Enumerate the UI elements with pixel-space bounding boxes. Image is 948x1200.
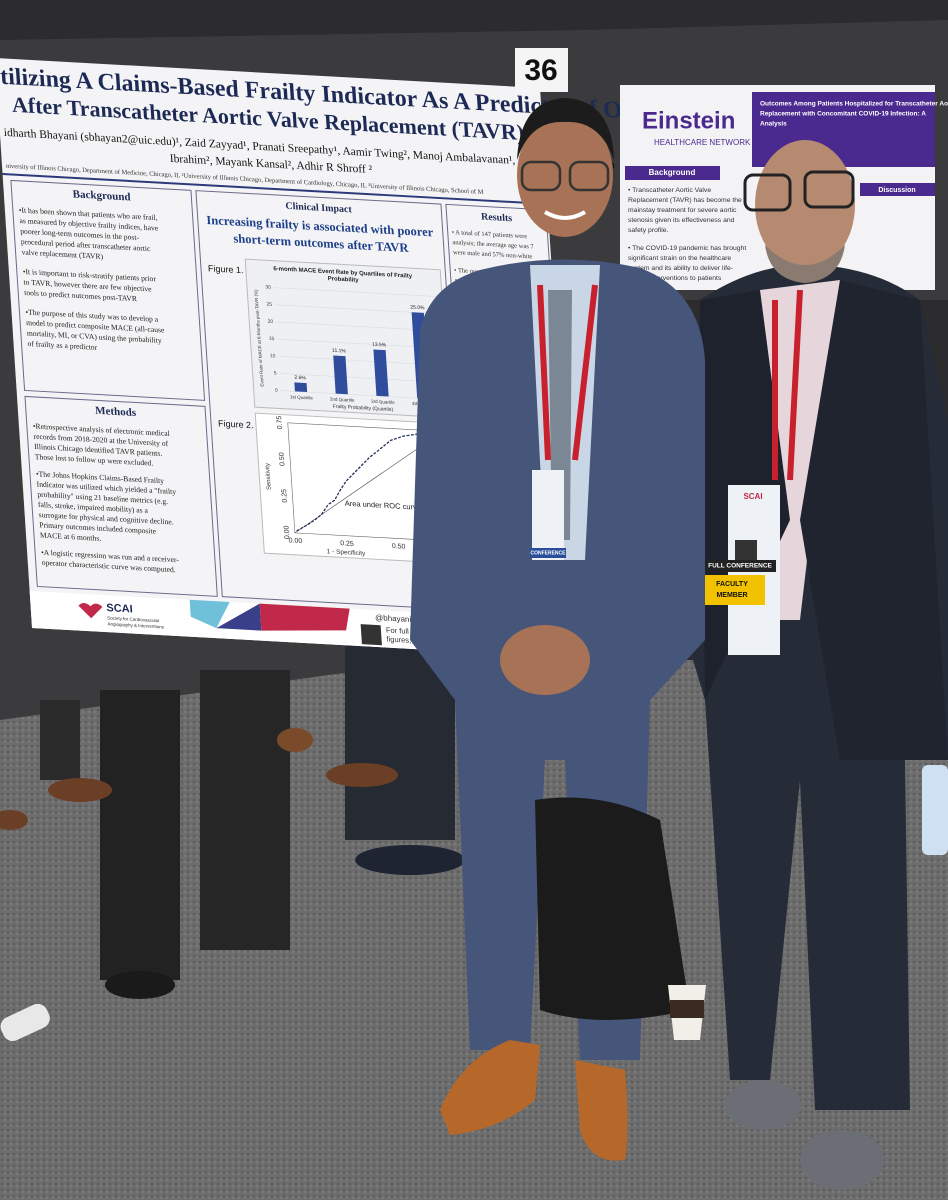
text-line: FACULTY [716, 581, 748, 588]
bullet-line: mainstay treatment for severe aortic [628, 207, 737, 214]
bullet-line: system and its ability to deliver life- [628, 265, 733, 272]
x-tick-label: 0.50 [392, 543, 406, 551]
grid-line [277, 338, 441, 349]
text-line: Outcomes Among Patients Hospitalized for… [760, 101, 948, 108]
y-tick-label: 30 [265, 284, 271, 290]
grid-line [276, 321, 440, 332]
background-people [0, 640, 465, 999]
bullet-line: safety profile. [628, 227, 669, 234]
decor [189, 599, 230, 629]
bar [373, 349, 389, 397]
text-line: Replacement with Concomitant COVID-19 In… [760, 111, 926, 118]
y-tick-label: 0.75 [276, 416, 284, 430]
x-tick-label: 2nd Quartile [330, 396, 355, 402]
value-label: 11.1% [332, 348, 347, 355]
bullet-line: • A total of 147 patients were [452, 229, 528, 240]
cup-sleeve [670, 1000, 704, 1018]
board-number: 36 [524, 54, 557, 87]
value-label: 25.0% [410, 305, 425, 312]
figure-label: Figure 2. [218, 418, 254, 430]
text-line: Analysis [760, 121, 787, 128]
bullet-line: of frailty as a predictor [27, 339, 98, 352]
section-heading: Background [72, 188, 131, 203]
x-tick-label: 3rd Quartile [371, 399, 395, 405]
x-axis-label: 1 - Specificity [326, 548, 366, 557]
badge-role: FACULTY MEMBER [716, 581, 748, 599]
object [0, 1003, 50, 1042]
y-axis-label: Sensitivity [265, 463, 273, 490]
bullet-line: stenosis given its effectiveness and [628, 217, 735, 224]
badge-type: CONFERENCE [530, 550, 566, 556]
bullet-line: saving interventions to patients [628, 275, 722, 282]
text-line: MEMBER [716, 592, 747, 599]
bullet-line: Replacement (TAVR) has become the [628, 197, 742, 204]
y-tick-label: 25 [266, 302, 272, 308]
bar [294, 382, 308, 393]
x-tick-label: 0.00 [288, 537, 302, 545]
methods-box [24, 395, 218, 597]
value-label: 13.5% [372, 342, 387, 349]
value-label: 2.6% [294, 375, 306, 382]
section-heading: Methods [95, 405, 137, 419]
bullet-line: significant strain on the healthcare [628, 255, 731, 262]
person-right: SCAI FULL CONFERENCE FACULTY MEMBER [690, 140, 948, 1190]
y-tick-label: 0.25 [281, 489, 289, 503]
decor [216, 603, 262, 631]
y-tick-label: 20 [267, 319, 273, 325]
bar [333, 355, 348, 395]
figure-label: Figure 1. [208, 263, 244, 275]
bullet-line: • Transcatheter Aortic Valve [628, 187, 711, 194]
bullets: •It has been shown that patients who are… [19, 206, 166, 352]
decor [259, 603, 350, 631]
section-heading: Background [649, 168, 696, 177]
y-tick-label: 10 [270, 353, 276, 359]
badge-org: SCAI [743, 492, 762, 501]
grid-line [278, 355, 442, 366]
text-line: Angiography & Interventions [107, 621, 165, 629]
grid-line [279, 373, 443, 383]
backpack [535, 797, 690, 1020]
background-box [10, 179, 206, 401]
section-heading: Clinical Impact [285, 201, 353, 216]
logo-icon [78, 602, 103, 619]
bullets: • Transcatheter Aortic Valve Replacement … [628, 187, 746, 282]
water-bottle [922, 765, 948, 855]
y-axis-label: Event Rate of MACE at 6-Months post-TAVR… [253, 289, 264, 387]
text-line: Society for Cardiovascular [107, 615, 160, 623]
qr-code [360, 624, 382, 646]
divider [2, 173, 548, 205]
grid-line [275, 304, 439, 314]
annotation: Area under ROC curve [344, 499, 421, 512]
board-number-plate [515, 48, 568, 92]
bullet-line: MACE at 6 months. [40, 531, 102, 543]
x-axis-label: Frailty Probability (Quartile) [333, 404, 394, 413]
x-tick-label: 1st Quartile [290, 394, 314, 400]
logo-subtitle: HEALTHCARE NETWORK [654, 138, 751, 147]
bullet-line: analysis; the average age was 7 [452, 239, 534, 250]
grid-line [280, 390, 444, 400]
bullet-line: were male and 57% non-white [453, 249, 533, 260]
section-heading: Results [481, 212, 513, 225]
x-tick-label: 0.25 [340, 540, 354, 548]
logo: SCAI [106, 602, 133, 615]
y-tick-label: 5 [274, 370, 277, 376]
y-tick-label: 0 [275, 388, 278, 394]
badge-type: FULL CONFERENCE [708, 563, 772, 570]
y-tick-label: 0.00 [283, 525, 291, 539]
y-tick-label: 0.50 [279, 452, 287, 466]
chart-title: Probability [328, 276, 360, 284]
right-poster-title: Outcomes Among Patients Hospitalized for… [760, 101, 948, 128]
grid-line [273, 287, 437, 297]
logo: Einstein [642, 107, 735, 134]
section-heading: Discussion [878, 187, 915, 194]
y-tick-label: 15 [269, 336, 275, 342]
bullet-line: • The COVID-19 pandemic has brought [628, 245, 746, 252]
